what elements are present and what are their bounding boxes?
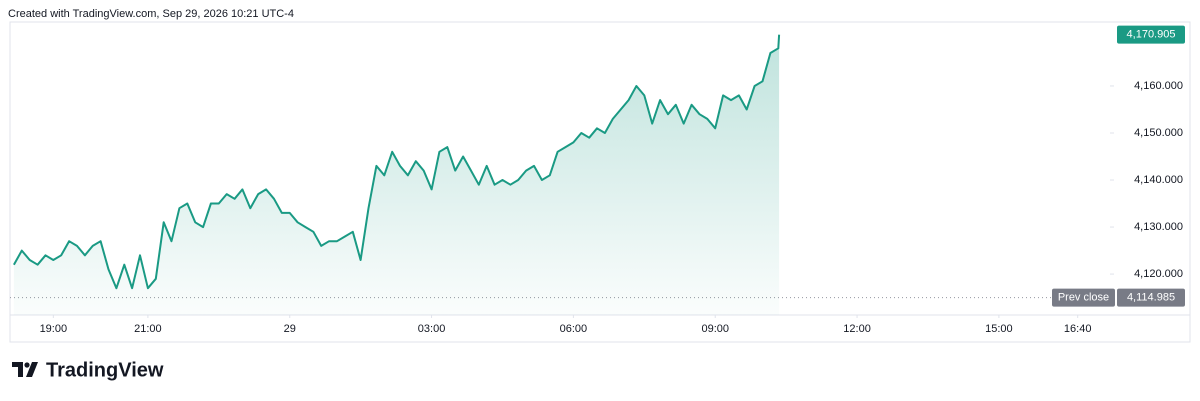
area-fill bbox=[13, 34, 780, 315]
logo-icon bbox=[12, 362, 38, 377]
y-tick-label: 4,130.000 bbox=[1134, 221, 1183, 233]
x-tick-label: 15:00 bbox=[985, 323, 1013, 335]
x-tick-label: 21:00 bbox=[134, 323, 162, 335]
x-tick-label: 16:40 bbox=[1064, 323, 1092, 335]
y-tick-label: 4,120.000 bbox=[1134, 268, 1183, 280]
x-tick-label: 19:00 bbox=[40, 323, 68, 335]
plot: 4,120.000 4,130.000 4,140.000 4,150.000 4,16… bbox=[10, 25, 1185, 335]
y-tick-label: 4,160.000 bbox=[1134, 80, 1183, 92]
x-tick-label: 03:00 bbox=[418, 323, 446, 335]
brand-name: TradingView bbox=[46, 359, 164, 381]
x-tick-label: 12:00 bbox=[843, 323, 871, 335]
chart-frame bbox=[9, 21, 1191, 343]
x-tick-label: 29 bbox=[284, 323, 296, 335]
last-price-label: 4,170.905 bbox=[1127, 29, 1176, 41]
price-line bbox=[13, 34, 781, 290]
prev-close-value: 4,114.985 bbox=[1127, 292, 1175, 304]
prev-close-value-box bbox=[1117, 288, 1185, 307]
prev-close-name-box bbox=[1052, 288, 1115, 307]
last-price-box bbox=[1117, 25, 1185, 44]
x-tick-label: 09:00 bbox=[701, 323, 729, 335]
y-tick-label: 4,140.000 bbox=[1134, 174, 1183, 186]
header-text: Created with TradingView.com, Sep 29, 20… bbox=[8, 8, 294, 20]
x-tick-label: 06:00 bbox=[560, 323, 588, 335]
last-price-tag: 4,170.905 bbox=[1117, 25, 1185, 44]
y-tick-label: 4,150.000 bbox=[1134, 127, 1183, 139]
prev-close-name: Prev close bbox=[1058, 292, 1109, 304]
